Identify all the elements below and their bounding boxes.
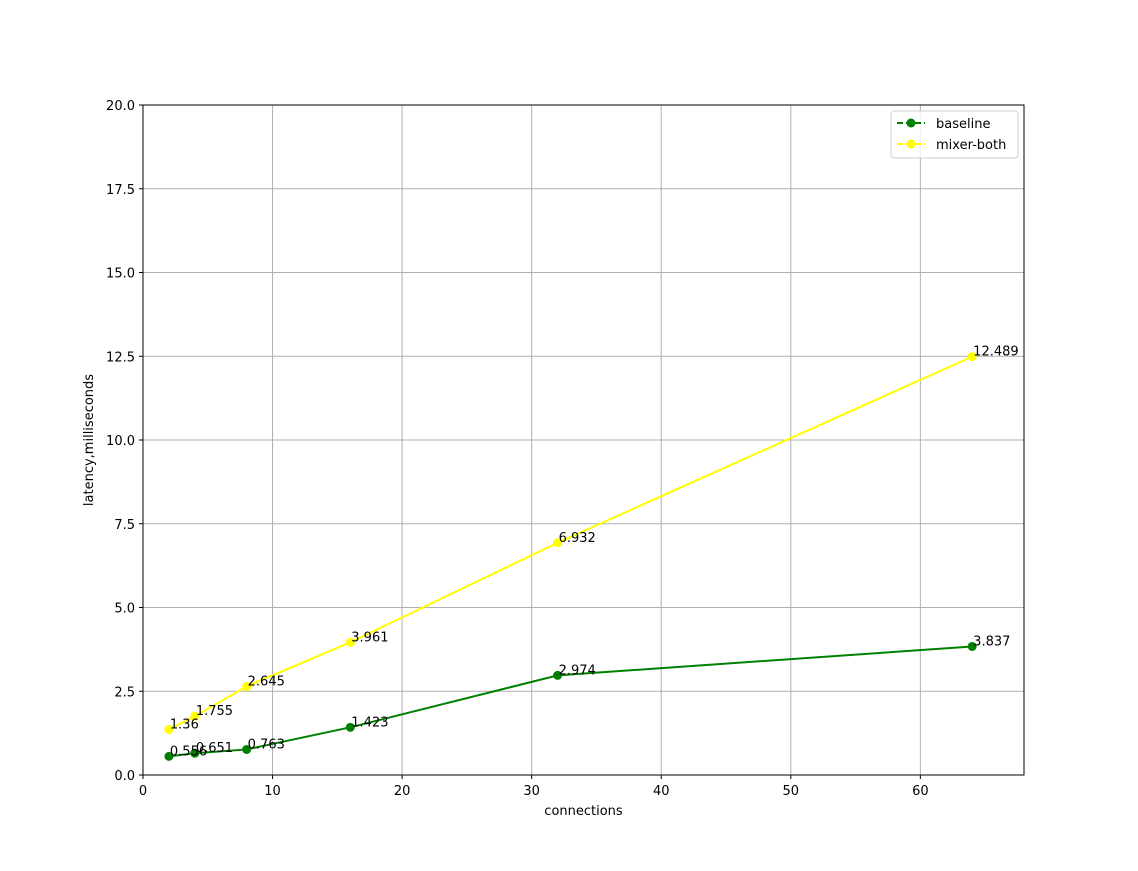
series-mixer-both [164,352,977,734]
data-point [242,681,252,691]
data-label: 6.932 [559,531,596,546]
x-tick-label: 50 [783,784,800,799]
data-label: 1.755 [196,704,233,719]
data-point [190,711,200,721]
x-tick-label: 40 [653,784,670,799]
series-layer [164,352,977,761]
x-axis-label: connections [544,804,623,819]
data-point [242,744,252,754]
y-axis-label: latency,milliseconds [82,374,97,506]
data-label: 0.651 [196,741,233,756]
data-label: 0.763 [248,737,285,752]
grid [142,104,1024,776]
x-tick-label: 30 [523,784,540,799]
data-label: 12.489 [973,345,1019,360]
data-point [164,751,174,761]
series-baseline [164,641,977,761]
data-point [967,352,977,362]
legend-label: baseline [936,117,990,132]
y-tick-label: 17.5 [106,183,135,198]
y-tick-label: 12.5 [106,350,135,365]
data-label: 3.961 [351,630,388,645]
y-tick-label: 0.0 [114,769,135,784]
legend-marker [906,139,916,149]
y-tick-label: 10.0 [106,434,135,449]
data-point [967,641,977,651]
legend-item-baseline: baseline [897,117,990,132]
data-point [553,670,563,680]
data-label: 1.36 [170,717,199,732]
y-tick-label: 5.0 [114,602,135,617]
data-point [345,637,355,647]
legend-item-mixer-both: mixer-both [897,138,1006,153]
y-tick-label: 20.0 [106,99,135,114]
series-line [168,355,973,731]
data-point [164,724,174,734]
data-point [345,722,355,732]
data-label: 0.556 [170,744,207,759]
data-label: 1.423 [351,715,388,730]
data-point [190,748,200,758]
y-tick-label: 7.5 [114,518,135,533]
data-label: 2.974 [559,663,596,678]
x-tick-label: 20 [394,784,411,799]
y-tick-label: 15.0 [106,267,135,282]
data-point [553,538,563,548]
y-tick-label: 2.5 [114,685,135,700]
legend-box [890,110,1019,159]
x-tick-label: 60 [912,784,929,799]
legend-label: mixer-both [936,138,1006,153]
x-tick-label: 0 [139,784,147,799]
data-label: 2.645 [248,674,285,689]
data-label: 3.837 [973,634,1010,649]
legend-marker [906,118,916,128]
x-tick-label: 10 [264,784,281,799]
axis-ticks: 0 10 20 30 40 50 60 0.0 2.5 5.0 7.5 10.0 12.5 15.0 17.… [106,99,929,799]
legend: baseline mixer-both [890,110,1019,159]
